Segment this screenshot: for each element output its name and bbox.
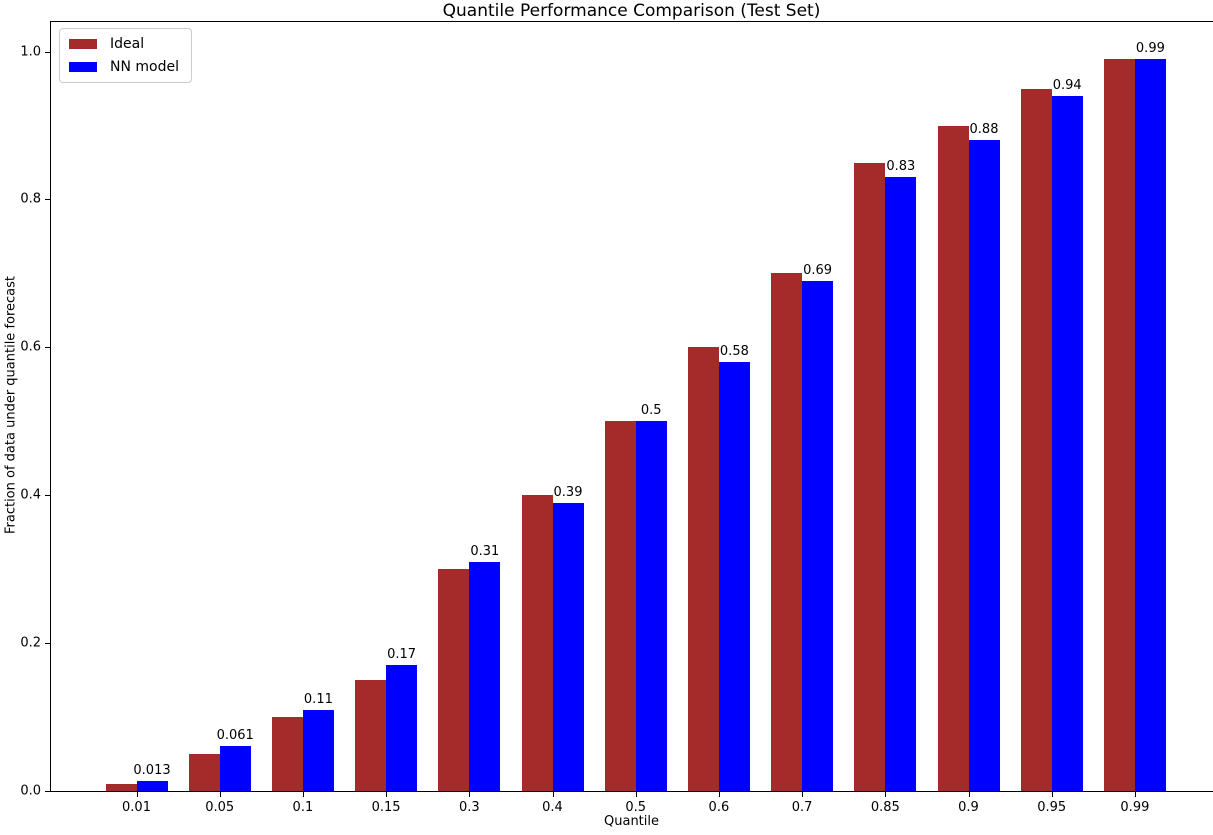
x-tick-label: 0.1 xyxy=(292,800,314,815)
x-tick-label: 0.05 xyxy=(205,800,235,815)
y-tick-mark xyxy=(45,347,50,349)
x-tick-mark xyxy=(469,792,471,797)
ideal-bar xyxy=(604,421,636,791)
x-tick-mark xyxy=(552,792,554,797)
nn-model-bar xyxy=(968,140,1000,791)
y-tick-mark xyxy=(45,791,50,792)
x-tick-mark xyxy=(885,792,887,797)
x-tick-mark xyxy=(635,792,637,797)
x-tick-mark xyxy=(718,792,720,797)
y-tick-label: 0.8 xyxy=(20,191,41,207)
x-tick-label: 0.85 xyxy=(870,800,900,815)
bar-value-label: 0.58 xyxy=(719,344,749,360)
nn-model-bar xyxy=(386,665,418,791)
x-tick-mark xyxy=(968,792,970,797)
x-tick-label: 0.99 xyxy=(1120,800,1150,815)
legend-label: NN model xyxy=(110,59,179,75)
y-tick-mark xyxy=(45,643,50,645)
y-tick-label: 0.0 xyxy=(20,783,41,799)
x-tick-mark xyxy=(1051,792,1053,797)
nn-model-bar xyxy=(635,421,667,791)
bar-value-label: 0.88 xyxy=(969,122,999,138)
ideal-bar xyxy=(271,717,303,791)
bar-value-label: 0.99 xyxy=(1135,40,1165,56)
ideal-bar xyxy=(355,680,387,791)
legend-swatch xyxy=(69,39,97,49)
y-tick-label: 0.4 xyxy=(20,487,41,503)
y-tick-label: 1.0 xyxy=(20,44,41,60)
y-axis-label: Fraction of data under quantile forecast xyxy=(3,275,19,535)
nn-model-bar xyxy=(1134,58,1166,791)
y-tick-label: 0.6 xyxy=(20,339,41,355)
bar-value-label: 0.5 xyxy=(640,403,662,419)
nn-model-bar xyxy=(219,745,251,791)
x-tick-label: 0.15 xyxy=(371,800,401,815)
x-tick-mark xyxy=(1134,792,1136,797)
x-tick-label: 0.9 xyxy=(958,800,979,815)
x-tick-label: 0.3 xyxy=(458,800,480,815)
x-tick-label: 0.01 xyxy=(122,800,151,815)
nn-model-bar xyxy=(885,177,917,791)
legend: Ideal NN model xyxy=(59,28,192,83)
nn-model-bar xyxy=(469,561,501,791)
plot-area: Ideal NN model 0.013 0.061 0.11 0.17 0.31 0.39… xyxy=(20,21,1213,815)
ideal-bar xyxy=(438,569,470,791)
bar-value-label: 0.061 xyxy=(216,727,254,743)
x-tick-mark xyxy=(802,792,804,797)
bar-value-label: 0.11 xyxy=(303,691,333,707)
y-tick-label: 0.2 xyxy=(20,635,41,651)
bar-value-label: 0.013 xyxy=(133,763,171,779)
ideal-bar xyxy=(687,347,719,791)
x-tick-label: 0.7 xyxy=(791,800,813,815)
legend-swatch xyxy=(69,62,97,72)
chart-title: Quantile Performance Comparison (Test Se… xyxy=(442,1,821,21)
x-tick-label: 0.6 xyxy=(708,800,730,815)
x-tick-mark xyxy=(386,792,388,797)
bar-value-label: 0.83 xyxy=(886,159,916,175)
ideal-bar xyxy=(771,273,803,791)
legend-entry: NN model xyxy=(69,59,179,75)
x-tick-mark xyxy=(219,792,221,797)
nn-model-bar xyxy=(552,502,584,791)
bar-value-label: 0.39 xyxy=(553,484,583,500)
ideal-bar xyxy=(521,495,553,791)
y-tick-mark xyxy=(45,199,50,201)
nn-model-bar xyxy=(302,709,334,791)
bar-value-label: 0.69 xyxy=(803,262,833,278)
ideal-bar xyxy=(1103,58,1135,791)
nn-model-bar xyxy=(136,781,168,791)
bar-value-label: 0.17 xyxy=(387,647,417,663)
nn-model-bar xyxy=(802,280,834,791)
x-tick-mark xyxy=(136,792,138,797)
y-tick-mark xyxy=(45,51,50,53)
nn-model-bar xyxy=(1051,95,1083,791)
ideal-bar xyxy=(188,754,220,791)
x-tick-label: 0.95 xyxy=(1037,800,1067,815)
bar-value-label: 0.94 xyxy=(1052,77,1082,93)
ideal-bar xyxy=(105,783,137,791)
legend-entry: Ideal xyxy=(69,36,179,52)
x-tick-label: 0.5 xyxy=(625,800,647,815)
x-tick-label: 0.4 xyxy=(542,800,563,815)
bar-value-label: 0.31 xyxy=(470,543,500,559)
ideal-bar xyxy=(937,125,969,791)
nn-model-bar xyxy=(718,362,750,791)
x-axis-label: Quantile xyxy=(604,814,659,829)
ideal-bar xyxy=(1020,88,1052,791)
legend-label: Ideal xyxy=(110,36,145,52)
ideal-bar xyxy=(854,162,886,791)
y-tick-mark xyxy=(45,495,50,497)
x-tick-mark xyxy=(302,792,304,797)
